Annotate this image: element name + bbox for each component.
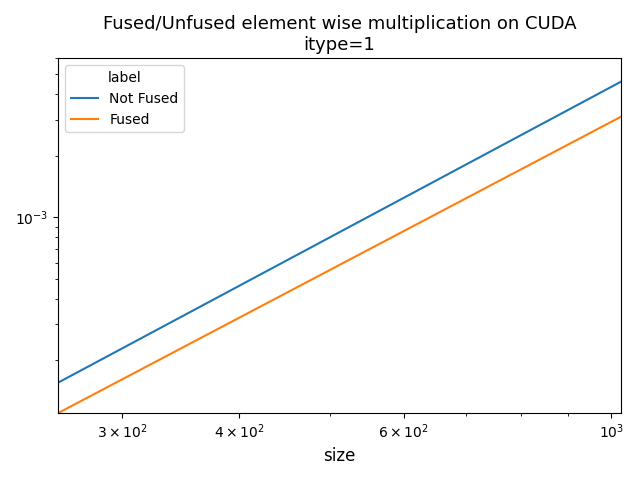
Not Fused bbox=[54, 380, 62, 385]
Fused bbox=[529, 160, 536, 166]
Title: Fused/Unfused element wise multiplication on CUDA
itype=1: Fused/Unfused element wise multiplicatio… bbox=[102, 15, 576, 54]
Not Fused bbox=[389, 201, 397, 206]
Not Fused bbox=[529, 126, 536, 132]
Line: Fused: Fused bbox=[58, 117, 621, 413]
Fused bbox=[387, 235, 395, 240]
Fused bbox=[56, 409, 64, 415]
Not Fused bbox=[56, 379, 64, 384]
Fused bbox=[399, 229, 406, 235]
X-axis label: size: size bbox=[323, 447, 356, 465]
Line: Not Fused: Not Fused bbox=[58, 82, 621, 383]
Fused bbox=[564, 142, 572, 147]
Not Fused bbox=[617, 79, 625, 84]
Fused bbox=[389, 234, 397, 240]
Not Fused bbox=[387, 202, 395, 207]
Legend: Not Fused, Fused: Not Fused, Fused bbox=[65, 65, 184, 132]
Fused bbox=[617, 114, 625, 120]
Not Fused bbox=[564, 107, 572, 113]
Not Fused bbox=[399, 195, 406, 201]
Fused bbox=[54, 410, 62, 416]
